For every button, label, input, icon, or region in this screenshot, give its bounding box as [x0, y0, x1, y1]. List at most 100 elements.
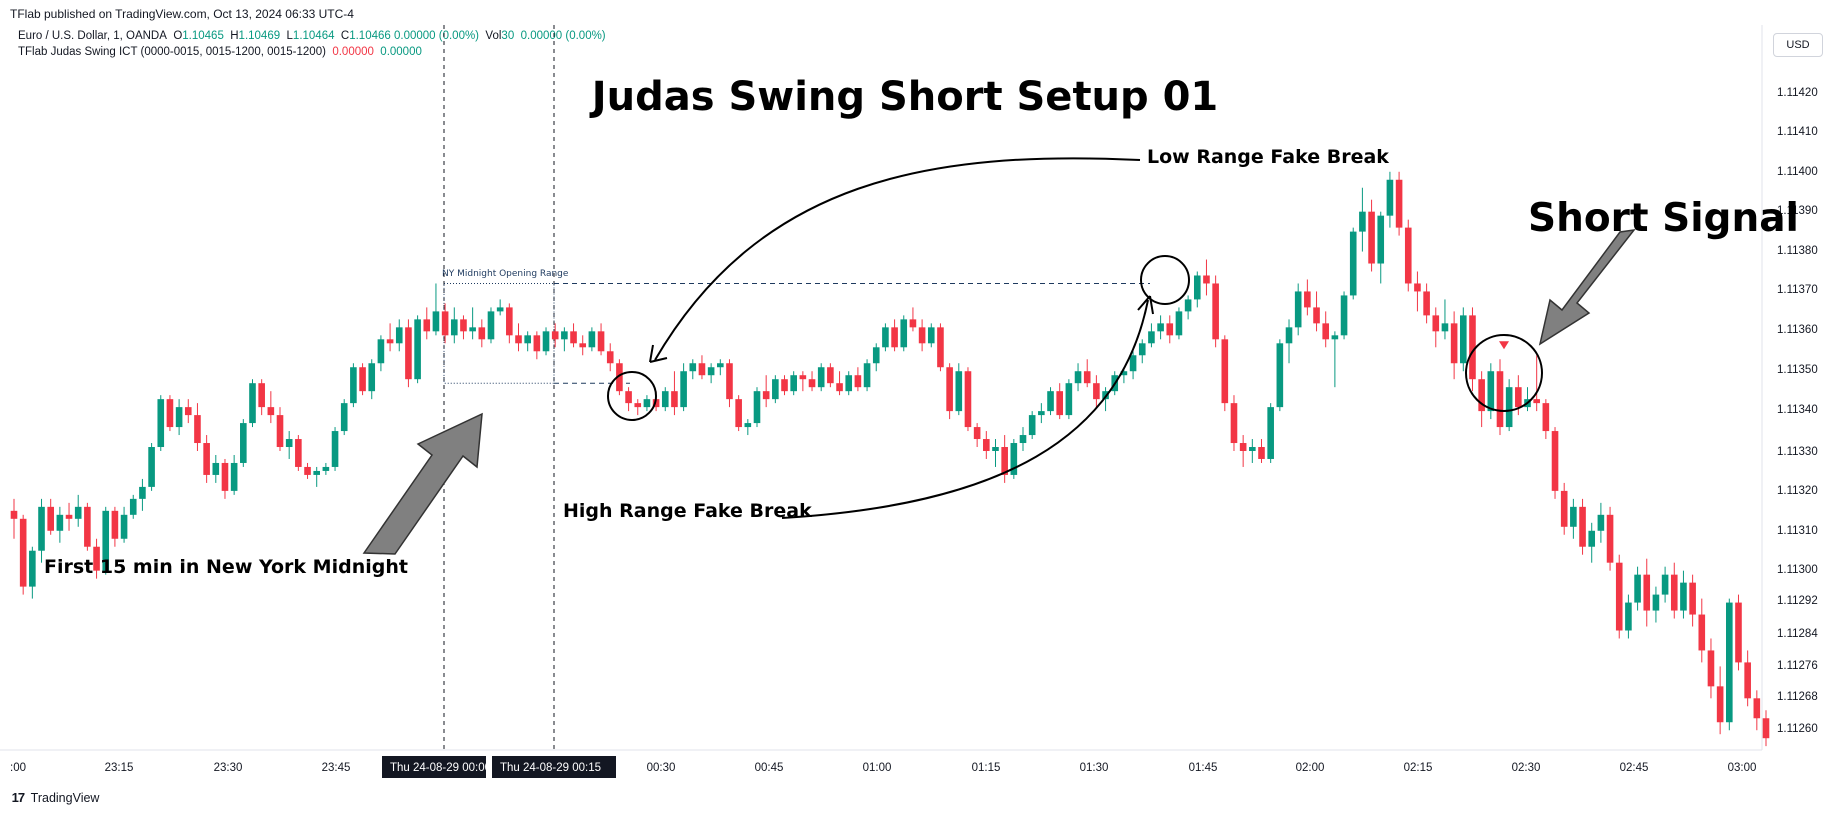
candle [506, 303, 513, 344]
candle [1331, 331, 1339, 388]
candle [1239, 435, 1247, 467]
price-tick-label: 1.11350 [1777, 364, 1818, 376]
candle [1047, 387, 1054, 416]
candle [386, 323, 394, 352]
candle [1762, 710, 1770, 747]
candle [478, 319, 486, 348]
time-tick-label: 02:30 [1512, 762, 1541, 774]
candle [276, 407, 284, 451]
candle [395, 319, 403, 352]
short-signal-marker [1499, 341, 1509, 350]
candle [1129, 351, 1137, 380]
candle [1570, 498, 1577, 539]
candle [872, 343, 880, 372]
arrowhead-low-range [649, 344, 668, 363]
time-axis: :0023:1523:3023:4500:0000:1500:3000:4501… [0, 749, 1762, 774]
candle [863, 359, 871, 392]
candle [267, 391, 275, 424]
annotations: Judas Swing Short Setup 01 Low Range Fak… [44, 74, 1799, 578]
candle [625, 387, 632, 412]
candle [1368, 199, 1375, 272]
price-tick-label: 1.11284 [1777, 628, 1818, 640]
candle [1753, 690, 1761, 731]
candle [1230, 395, 1238, 451]
candle [1597, 502, 1605, 543]
arrow-curve-high-range [781, 299, 1149, 519]
candle [1615, 554, 1623, 639]
candle [817, 363, 825, 392]
price-tick-label: 1.11410 [1777, 126, 1818, 138]
time-tick-label: :00 [10, 762, 26, 774]
price-tick-label: 1.11340 [1777, 404, 1818, 416]
candle [588, 327, 596, 352]
date-tooltip: Thu 24-08-29 00:15 [492, 756, 616, 778]
opening-range-rect [443, 282, 555, 384]
candle [1285, 319, 1293, 364]
vol-label: Vol [485, 30, 502, 42]
candle [304, 462, 311, 479]
candle [1487, 363, 1495, 420]
candle [918, 319, 926, 352]
candle [175, 399, 183, 436]
candle [1478, 371, 1485, 428]
date-tooltip: Thu 24-08-29 00:00 [382, 756, 491, 778]
candle [909, 307, 917, 332]
annotation-first-15-min: First 15 min in New York Midnight [44, 556, 408, 578]
candle [772, 375, 779, 404]
candle [1423, 283, 1430, 324]
candle [726, 359, 733, 408]
price-tick-label: 1.11276 [1777, 660, 1818, 672]
time-tick-label: 01:00 [863, 762, 892, 774]
candle [579, 335, 587, 356]
candle [661, 387, 669, 412]
candle [1707, 638, 1715, 699]
candle [460, 315, 467, 340]
candle [597, 323, 605, 356]
currency-button[interactable]: USD [1773, 33, 1823, 57]
candle [1093, 375, 1100, 408]
candle [230, 454, 238, 495]
candle [542, 327, 550, 356]
candle [1276, 339, 1284, 412]
candle [496, 299, 504, 316]
candle [1258, 439, 1265, 463]
candle [120, 506, 128, 543]
candle [359, 363, 366, 396]
candle [827, 363, 834, 388]
candle [1184, 295, 1192, 320]
candle [1001, 435, 1008, 483]
candle [799, 371, 807, 392]
candle [561, 327, 568, 352]
candle [469, 307, 476, 340]
price-axis: 1.11420 1.11410 1.11400 1.11390 1.11380 1.113… [1761, 25, 1818, 750]
candle [524, 331, 531, 352]
candle [148, 443, 155, 491]
candle [937, 323, 944, 372]
candle [1716, 666, 1724, 735]
tradingview-logo-icon: 17 [10, 790, 26, 805]
candle [1542, 399, 1550, 440]
candle [1166, 315, 1174, 344]
vol-value: 0.00000 (0.00%) [520, 30, 606, 42]
candle [927, 323, 935, 348]
candle [1404, 219, 1412, 292]
candle [983, 431, 990, 459]
candle [1588, 522, 1596, 563]
candle [84, 502, 91, 551]
candle [1689, 574, 1696, 627]
candle [1505, 379, 1513, 432]
candle [1726, 598, 1733, 731]
candle [65, 502, 73, 531]
candle [111, 506, 119, 547]
candle [533, 331, 541, 360]
candle [405, 319, 412, 388]
candle [441, 303, 449, 344]
svg-text:Thu 24-08-29 00:00: Thu 24-08-29 00:00 [390, 762, 491, 774]
candle [1019, 427, 1027, 451]
candle [368, 359, 376, 400]
footer-brand[interactable]: 17 TradingView [10, 790, 100, 805]
candle [955, 363, 963, 416]
open-label: O [173, 30, 183, 42]
candle [487, 307, 495, 344]
